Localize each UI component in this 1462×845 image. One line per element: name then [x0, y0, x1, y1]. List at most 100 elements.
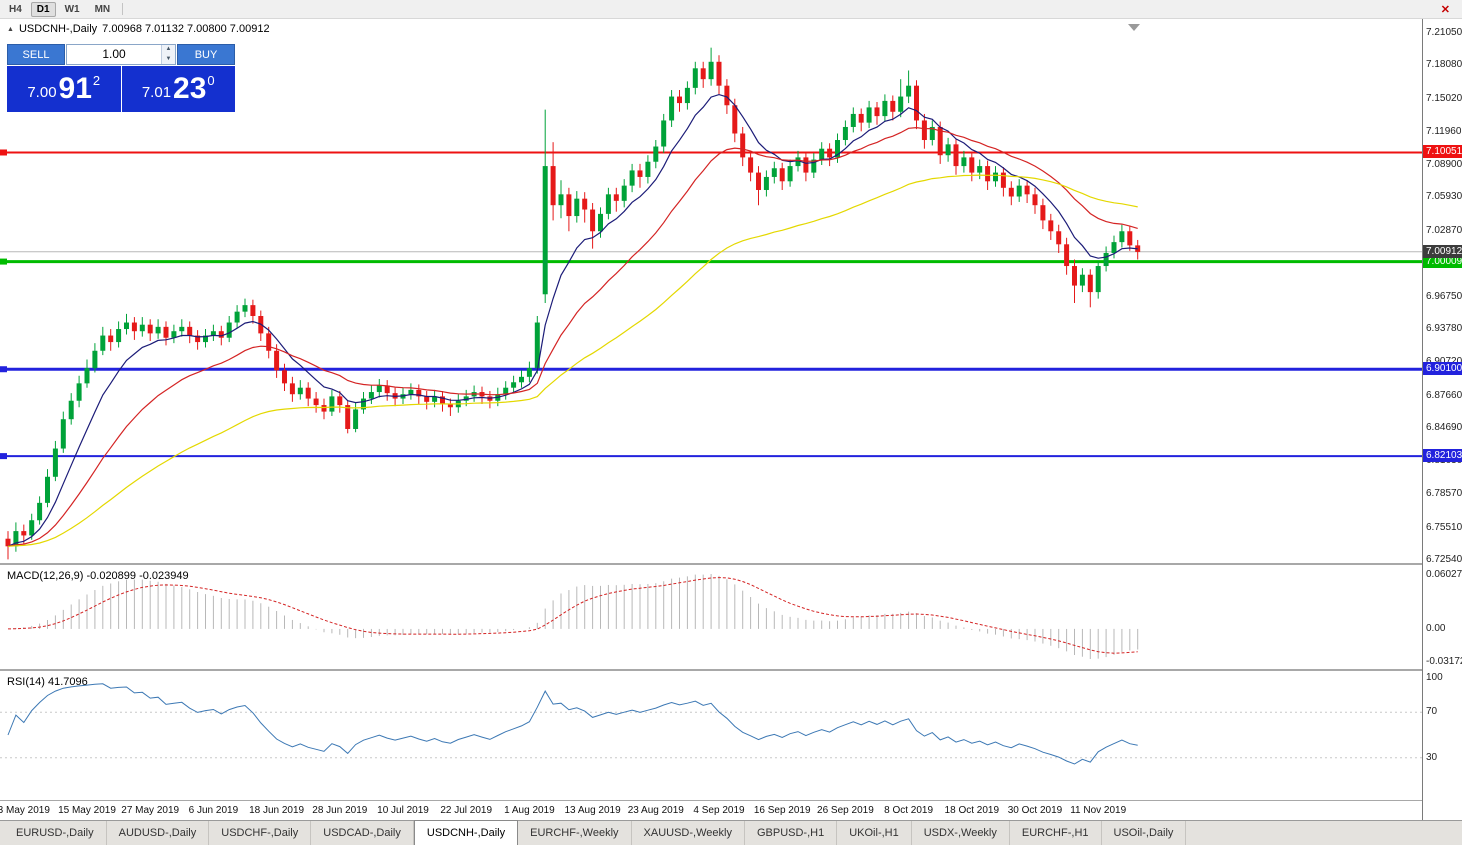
date-axis-separator — [0, 800, 1462, 801]
chart-tab-usdx-weekly[interactable]: USDX-,Weekly — [912, 821, 1010, 845]
date-label: 13 Aug 2019 — [564, 805, 621, 816]
hline-price-badge: 6.82103 — [1423, 449, 1462, 462]
chart-tab-usoil-daily[interactable]: USOil-,Daily — [1102, 821, 1187, 845]
ask-fraction: 0 — [207, 73, 215, 88]
hline-price-badge: 7.00009 — [1423, 255, 1462, 268]
chart-symbol-period: USDCNH-,Daily — [18, 23, 98, 35]
date-label: 18 Jun 2019 — [249, 805, 305, 816]
date-label: 3 May 2019 — [0, 805, 50, 816]
date-label: 28 Jun 2019 — [312, 805, 368, 816]
chart-tab-eurchf-weekly[interactable]: EURCHF-,Weekly — [518, 821, 632, 845]
macd-name: MACD(12,26,9) — [7, 570, 84, 582]
macd-values: -0.020899 -0.023949 — [86, 570, 189, 582]
date-label: 11 Nov 2019 — [1070, 805, 1127, 816]
volume-down-icon[interactable]: ▼ — [162, 54, 175, 64]
buy-button[interactable]: BUY — [177, 44, 235, 65]
chart-tab-gbpusd-h1[interactable]: GBPUSD-,H1 — [745, 821, 838, 845]
bid-price-badge: 7.00912 — [1423, 245, 1462, 258]
chart-tab-xauusd-weekly[interactable]: XAUUSD-,Weekly — [632, 821, 745, 845]
macd-indicator-label: MACD(12,26,9) -0.020899 -0.023949 — [7, 570, 189, 582]
price-tick-label: 6.90720 — [1426, 356, 1462, 367]
toolbar-separator — [122, 3, 124, 15]
chart-close-icon[interactable]: ✕ — [1440, 3, 1450, 16]
timeframe-button-d1[interactable]: D1 — [30, 1, 56, 17]
one-click-trading-panel: SELL 1.00 ▲ ▼ BUY 7.00 91 2 7.01 — [7, 44, 235, 112]
one-click-collapse-icon[interactable]: ▲ — [7, 25, 14, 33]
date-label: 8 Oct 2019 — [884, 805, 934, 816]
price-tick-label: 6.87660 — [1426, 390, 1462, 401]
price-tick-label: 6.75510 — [1426, 522, 1462, 533]
timeframe-button-mn[interactable]: MN — [94, 3, 111, 15]
candlestick-series — [5, 47, 1141, 560]
rsi-name: RSI(14) — [7, 676, 45, 688]
sell-button[interactable]: SELL — [7, 44, 65, 65]
macd-scale-zero: 0.00 — [1426, 623, 1446, 634]
macd-scale-min: -0.031725 — [1426, 656, 1462, 667]
price-chart[interactable] — [0, 19, 1422, 563]
date-label: 15 May 2019 — [58, 805, 116, 816]
date-label: 18 Oct 2019 — [944, 805, 1000, 816]
rsi-value: 41.7096 — [47, 676, 88, 688]
volume-spinner: ▲ ▼ — [161, 45, 175, 64]
macd-histogram — [15, 574, 1139, 659]
price-tick-label: 6.72540 — [1426, 554, 1462, 565]
ask-pips: 23 — [173, 72, 207, 105]
macd-signal-line — [7, 577, 1138, 654]
timeframe-toolbar: H4 D1 W1 MN — [0, 1, 116, 17]
chart-tab-usdcnh-daily[interactable]: USDCNH-,Daily — [413, 820, 519, 845]
chart-header: ▲ USDCNH-,Daily 7.00968 7.01132 7.00800 … — [7, 23, 270, 35]
bid-fraction: 2 — [92, 73, 101, 88]
timeframe-button-w1[interactable]: W1 — [64, 3, 80, 15]
rsi-pane[interactable] — [0, 672, 1422, 800]
price-tick-label: 7.18080 — [1426, 59, 1462, 70]
volume-input[interactable]: 1.00 — [102, 47, 126, 61]
price-tick-label: 7.15020 — [1426, 93, 1462, 104]
price-tick-label: 7.05930 — [1426, 191, 1462, 202]
horizontal-lines[interactable] — [0, 149, 1422, 460]
ask-price-panel[interactable]: 7.01 23 0 — [121, 66, 235, 112]
chart-tab-eurchf-h1[interactable]: EURCHF-,H1 — [1010, 821, 1102, 845]
chart-ohlc-values: 7.00968 7.01132 7.00800 7.00912 — [102, 23, 270, 35]
price-tick-label: 6.78570 — [1426, 488, 1462, 499]
price-tick-label: 7.08900 — [1426, 159, 1462, 170]
pane-divider[interactable] — [0, 669, 1462, 671]
chart-tab-audusd-daily[interactable]: AUDUSD-,Daily — [107, 821, 210, 845]
date-label: 4 Sep 2019 — [693, 805, 745, 816]
volume-box: 1.00 ▲ ▼ — [66, 44, 176, 65]
chart-tab-usdchf-daily[interactable]: USDCHF-,Daily — [209, 821, 312, 845]
date-label: 6 Jun 2019 — [188, 805, 239, 816]
date-label: 1 Aug 2019 — [504, 805, 555, 816]
price-tick-label: 7.21050 — [1426, 27, 1462, 38]
date-label: 10 Jul 2019 — [377, 805, 429, 816]
price-tick-label: 6.84690 — [1426, 422, 1462, 433]
price-tick-label: 7.11960 — [1426, 126, 1462, 137]
rsi-indicator-label: RSI(14) 41.7096 — [7, 676, 88, 688]
chart-tab-eurusd-daily[interactable]: EURUSD-,Daily — [4, 821, 107, 845]
macd-pane[interactable] — [0, 566, 1422, 669]
date-axis[interactable]: 3 May 2019 15 May 2019 27 May 2019 6 Jun 20… — [0, 801, 1422, 820]
rsi-line — [7, 683, 1138, 765]
pane-divider[interactable] — [0, 563, 1462, 565]
toolbar: H4 D1 W1 MN ✕ — [0, 0, 1462, 19]
price-tick-label: 6.96750 — [1426, 291, 1462, 302]
date-label: 26 Sep 2019 — [817, 805, 874, 816]
chart-tab-ukoil-h1[interactable]: UKOil-,H1 — [837, 821, 912, 845]
chart-tab-usdcad-daily[interactable]: USDCAD-,Daily — [311, 821, 414, 845]
macd-scale-max: 0.060273 — [1426, 569, 1462, 580]
date-label: 30 Oct 2019 — [1007, 805, 1063, 816]
price-scale[interactable]: 7.21050 7.18080 7.15020 7.11960 7.08900 7.059… — [1422, 19, 1462, 820]
bid-price-panel[interactable]: 7.00 91 2 — [7, 66, 121, 112]
chart-window: ▲ USDCNH-,Daily 7.00968 7.01132 7.00800 … — [0, 19, 1462, 820]
bid-prefix: 7.00 — [27, 84, 57, 101]
date-label: 23 Aug 2019 — [627, 805, 684, 816]
chart-shift-marker[interactable] — [1128, 24, 1140, 31]
ask-prefix: 7.01 — [141, 84, 172, 101]
volume-up-icon[interactable]: ▲ — [162, 45, 175, 55]
date-label: 22 Jul 2019 — [440, 805, 493, 816]
hline-price-badge: 6.90100 — [1423, 362, 1462, 375]
chart-tab-bar: EURUSD-,Daily AUDUSD-,Daily USDCHF-,Daily U… — [0, 820, 1462, 845]
rsi-scale-label: 70 — [1426, 706, 1438, 717]
bid-pips: 91 — [58, 72, 92, 105]
timeframe-button-h4[interactable]: H4 — [9, 3, 22, 15]
